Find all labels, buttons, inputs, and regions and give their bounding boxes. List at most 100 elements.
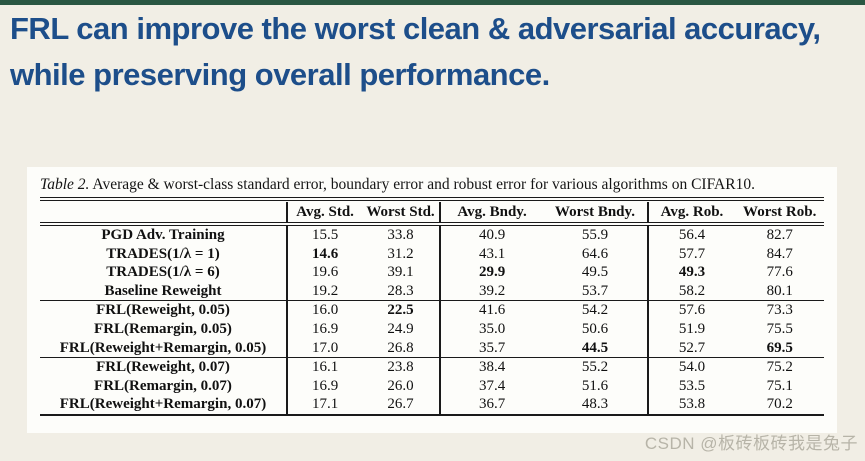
row-label: FRL(Reweight+Remargin, 0.07) [40,395,287,416]
cell-value: 57.7 [646,244,736,264]
table-row: TRADES(1/λ = 6) 19.6 39.1 29.9 49.5 49.3 77.6 [40,263,824,282]
header-row: Avg. Std. Worst Std. Avg. Bndy. Worst Bn… [40,202,824,226]
cell-value: 57.6 [646,300,736,320]
cell-value: 15.5 [285,224,363,245]
cell-value: 37.4 [438,376,544,396]
cell-value: 55.2 [543,357,648,377]
slide-title-line1: FRL can improve the worst clean & advers… [10,11,821,46]
row-label: FRL(Remargin, 0.05) [94,320,232,337]
cell-value: 31.2 [387,245,414,262]
col-header-worst-std: Worst Std. [362,202,440,226]
slide-title: FRL can improve the worst clean & advers… [10,6,855,98]
cell-value: 44.5 [581,339,609,356]
cell-value: 51.6 [581,377,609,394]
col-header-worst-rob: Worst Rob. [735,202,824,226]
cell-value: 39.2 [438,281,544,301]
cell-value: 26.0 [387,377,414,394]
row-label: FRL(Reweight, 0.05) [40,300,287,320]
cell-value: 29.9 [438,263,544,282]
table-body: PGD Adv. Training 15.5 33.8 40.9 55.9 56.4 82.… [40,224,824,416]
cell-value: 28.3 [387,282,414,299]
cell-value: 53.8 [646,395,736,416]
cell-value: 49.5 [581,264,609,281]
cell-value: 16.9 [285,319,363,339]
cell-value: 39.1 [387,264,414,281]
table-row: FRL(Reweight+Remargin, 0.07) 17.1 26.7 36.7… [40,395,824,416]
table-row: FRL(Reweight+Remargin, 0.05) 17.0 26.8 35.7… [40,338,824,358]
cell-value: 56.4 [646,224,736,245]
cell-value: 55.9 [581,227,609,243]
cell-value: 33.8 [387,227,414,243]
cell-value: 53.5 [646,376,736,396]
table-caption-text: Average & worst-class standard error, bo… [89,176,755,193]
row-label: PGD Adv. Training [101,227,225,243]
row-label: TRADES(1/λ = 6) [106,264,220,281]
cell-value: 75.2 [735,357,824,377]
cell-value: 24.9 [387,320,414,337]
row-label: TRADES(1/λ = 1) [106,245,220,262]
cell-value: 17.1 [285,395,363,416]
cell-value: 70.2 [735,395,824,416]
col-header-avg-rob: Avg. Rob. [646,202,736,226]
results-table: Avg. Std. Worst Std. Avg. Bndy. Worst Bn… [40,202,824,416]
top-accent-strip [0,0,865,5]
cell-value: 16.1 [285,357,363,377]
cell-value: 19.2 [285,281,363,301]
table-caption-label: Table 2. [40,176,90,193]
cell-value: 54.2 [543,300,648,320]
slide-title-line2: while preserving overall performance. [10,57,550,92]
row-label: FRL(Reweight+Remargin, 0.05) [59,339,267,356]
table-row: FRL(Remargin, 0.05) 16.9 24.9 35.0 50.6 51.9 7… [40,319,824,339]
cell-value: 26.8 [387,339,414,356]
table-row: FRL(Reweight, 0.07) 16.1 23.8 38.4 55.2 54.0 7… [40,357,824,377]
table-row: FRL(Remargin, 0.07) 16.9 26.0 37.4 51.6 53.5 7… [40,376,824,396]
cell-value: 54.0 [646,357,736,377]
cell-value: 36.7 [438,395,544,416]
row-label: FRL(Reweight, 0.07) [40,357,287,377]
cell-value: 82.7 [766,227,793,243]
cell-value: 16.0 [285,300,363,320]
col-header-avg-std: Avg. Std. [285,202,363,226]
cell-value: 49.3 [646,263,736,282]
col-header-worst-bndy: Worst Bndy. [543,202,648,226]
cell-value: 26.7 [362,395,440,416]
table-row: TRADES(1/λ = 1) 14.6 31.2 43.1 64.6 57.7 84.7 [40,244,824,264]
cell-value: 69.5 [766,339,793,356]
cell-value: 73.3 [735,300,824,320]
cell-value: 58.2 [646,281,736,301]
cell-value: 38.4 [438,357,544,377]
row-label: Baseline Reweight [104,282,222,299]
table-row: Baseline Reweight 19.2 28.3 39.2 53.7 58.2 80.… [40,281,824,301]
col-header-avg-bndy: Avg. Bndy. [438,202,544,226]
cell-value: 52.7 [646,338,736,358]
cell-value: 48.3 [543,395,648,416]
cell-value: 35.0 [438,319,544,339]
cell-value: 50.6 [581,320,609,337]
cell-value: 51.9 [646,319,736,339]
cell-value: 23.8 [362,357,440,377]
table-row: PGD Adv. Training 15.5 33.8 40.9 55.9 56.4 82.… [40,224,824,245]
table-panel: Table 2. Average & worst-class standard … [27,167,837,433]
cell-value: 16.9 [285,376,363,396]
cell-value: 80.1 [766,282,793,299]
cell-value: 35.7 [438,338,544,358]
cell-value: 19.6 [285,263,363,282]
cell-value: 53.7 [581,282,609,299]
table-caption: Table 2. Average & worst-class standard … [40,176,824,201]
cell-value: 22.5 [362,300,440,320]
cell-value: 17.0 [285,338,363,358]
cell-value: 64.6 [581,245,609,262]
watermark: CSDN @板砖板砖我是兔子 [644,434,858,453]
cell-value: 84.7 [766,245,793,262]
row-label: FRL(Remargin, 0.07) [94,377,232,394]
cell-value: 41.6 [438,300,544,320]
cell-value: 40.9 [438,224,544,245]
cell-value: 75.1 [766,377,793,394]
cell-value: 77.6 [766,264,793,281]
table-row: FRL(Reweight, 0.05) 16.0 22.5 41.6 54.2 57.6 7… [40,300,824,320]
cell-value: 14.6 [285,244,363,264]
corner-cell [40,202,287,226]
cell-value: 75.5 [766,320,793,337]
cell-value: 43.1 [438,244,544,264]
